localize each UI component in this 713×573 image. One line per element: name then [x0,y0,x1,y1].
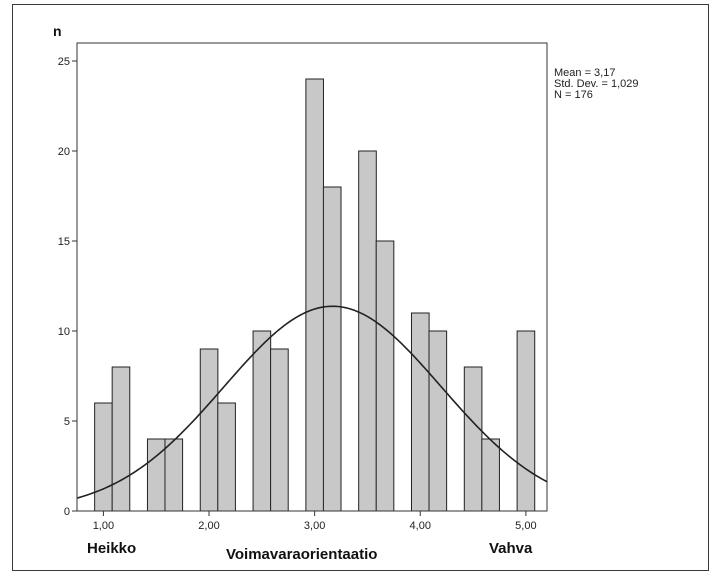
x-end-label-right: Vahva [489,540,533,557]
chart-frame: 0 5 10 15 20 25 1,00 2,00 3,00 4,00 5,00 n Mean =… [12,4,709,571]
y-tick-label: 20 [58,146,70,158]
histogram-bar [305,78,324,512]
histogram-bar [94,402,113,512]
histogram-bar [358,150,377,512]
y-tick-label: 10 [58,326,70,338]
histogram-bar [199,348,219,512]
y-axis-title: n [53,23,62,39]
histogram-bar [217,402,236,512]
stats-line: Std. Dev. = 1,029 [554,78,639,90]
y-tick-label: 5 [64,416,70,428]
x-tick-label: 4,00 [410,520,431,532]
histogram-bar [252,330,272,512]
histogram-bar [375,240,395,512]
histogram-bar [410,312,430,512]
histogram-bars [94,78,536,512]
x-axis-title: Voimavaraorientaatio [226,546,377,563]
histogram-bar [428,330,448,512]
plot-area-border [76,42,548,512]
histogram-bar [270,348,289,512]
histogram-bar [164,438,184,512]
y-tick-label: 0 [64,506,70,518]
x-axis: 1,00 2,00 3,00 4,00 5,00 [93,511,537,532]
y-tick-label: 15 [58,236,70,248]
histogram-chart: 0 5 10 15 20 25 1,00 2,00 3,00 4,00 5,00 n Mean =… [53,23,639,563]
x-end-label-left: Heikko [87,540,136,557]
x-tick-label: 1,00 [93,520,114,532]
histogram-bar [463,366,483,512]
stats-line: Mean = 3,17 [554,67,615,79]
stats-line: N = 176 [554,89,593,101]
y-axis: 0 5 10 15 20 25 [58,56,77,518]
histogram-bar [111,366,131,512]
y-tick-label: 25 [58,56,70,68]
x-tick-label: 2,00 [198,520,219,532]
normal-curve-line [76,305,548,499]
histogram-bar [322,186,342,512]
histogram-bar [146,438,166,512]
histogram-bar [516,330,536,512]
x-tick-label: 3,00 [304,520,325,532]
histogram-bar [481,438,500,512]
x-tick-label: 5,00 [515,520,536,532]
